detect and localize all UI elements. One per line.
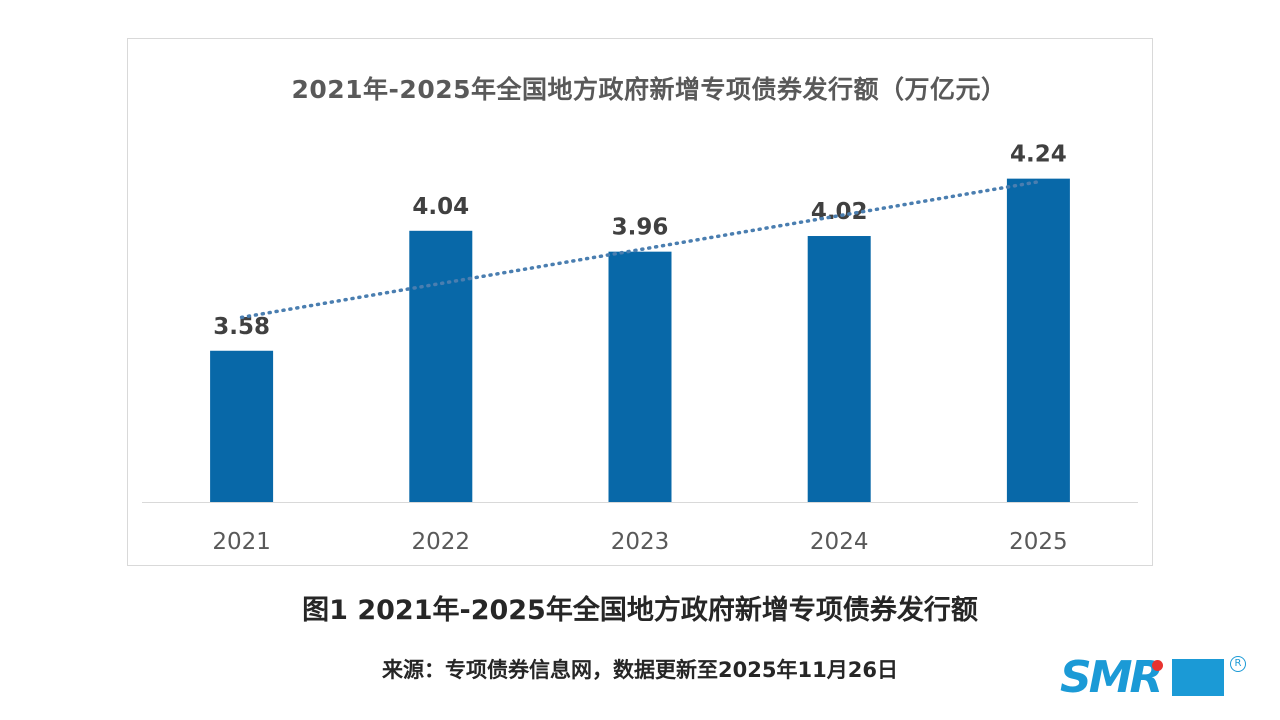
- data-label-2024: 4.02: [811, 199, 868, 225]
- source-note: 来源：专项债券信息网，数据更新至2025年11月26日: [382, 658, 898, 682]
- data-label-2025: 4.24: [1010, 142, 1067, 168]
- logo-dot-icon: [1152, 660, 1163, 671]
- chart-title: 2021年-2025年全国地方政府新增专项债券发行额（万亿元）: [291, 75, 1007, 104]
- bar-2024: [807, 236, 871, 502]
- x-tick-label-2025: 2025: [1009, 529, 1068, 555]
- bar-2025: [1006, 178, 1070, 502]
- bar-2023: [608, 251, 672, 502]
- x-tick-label-2024: 2024: [810, 529, 869, 555]
- data-label-2023: 3.96: [612, 215, 669, 241]
- figure-caption: 图1 2021年-2025年全国地方政府新增专项债券发行额: [302, 595, 978, 626]
- x-tick-label-2022: 2022: [412, 529, 471, 555]
- x-tick-label-2023: 2023: [611, 529, 670, 555]
- bar-2022: [409, 230, 473, 503]
- logo-bar-shape: [1172, 659, 1224, 696]
- smr-logo: SMR R: [1060, 652, 1250, 703]
- registered-mark-icon: R: [1230, 656, 1246, 672]
- bar-2021: [210, 350, 274, 502]
- data-label-2022: 4.04: [412, 194, 469, 220]
- x-tick-label-2021: 2021: [212, 529, 271, 555]
- trendline: [239, 180, 1041, 320]
- logo-text: SMR: [1060, 652, 1163, 703]
